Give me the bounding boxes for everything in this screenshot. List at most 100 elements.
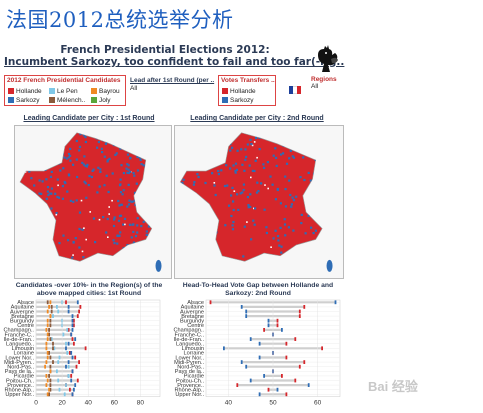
city-dot [132, 223, 135, 226]
city-dot [37, 265, 39, 267]
city-dot [24, 137, 27, 140]
city-dot [84, 164, 87, 167]
city-dot [24, 142, 27, 145]
city-dot [270, 246, 272, 248]
lead-filter[interactable]: Lead after 1st Round (per .. All [130, 77, 215, 92]
city-dot [94, 241, 97, 244]
chart-1st-round-candidates[interactable]: AlsaceAquitaineAuvergneBretagneBurgundyC… [0, 298, 168, 410]
city-dot [77, 264, 79, 266]
city-dot [299, 176, 302, 179]
city-dot [253, 128, 255, 130]
city-dot [320, 265, 322, 267]
legend-label: Le Pen [57, 88, 78, 95]
city-dot [30, 251, 33, 255]
city-dot [125, 269, 127, 271]
mark-lepen [58, 387, 61, 392]
city-dot [193, 152, 196, 155]
city-dot [200, 215, 202, 217]
city-dot [45, 233, 48, 236]
city-dot [321, 206, 323, 209]
legend-item-joly[interactable]: Joly [91, 97, 111, 104]
city-dot [288, 179, 291, 182]
city-dot [16, 220, 18, 222]
city-dot [232, 164, 235, 167]
city-dot [243, 169, 246, 172]
category-label: Auvergne [10, 309, 34, 315]
map-2nd-round[interactable] [174, 125, 344, 279]
mark-hollande [303, 305, 306, 309]
legend-item-melenchon[interactable]: Mélench.. [49, 97, 85, 104]
city-dot [65, 157, 69, 160]
city-dot [33, 127, 35, 129]
mark-hollande [70, 374, 73, 378]
category-label: Centre [187, 323, 204, 329]
city-dot [242, 255, 245, 258]
city-dot [166, 147, 168, 149]
city-dot [165, 253, 167, 255]
city-dot [119, 256, 122, 259]
city-dot [290, 203, 293, 206]
france-map-1st-round[interactable] [15, 126, 171, 278]
city-dot [126, 153, 130, 156]
city-dot [92, 126, 94, 128]
votes-legend-sarkozy[interactable]: Sarkozy [222, 97, 253, 104]
city-dot [37, 219, 41, 222]
city-dot [125, 268, 127, 270]
city-dot [165, 185, 167, 187]
map-1st-round[interactable] [14, 125, 172, 279]
city-dot [339, 216, 341, 218]
city-dot [118, 214, 122, 218]
mark-hollande [298, 364, 301, 369]
city-dot [30, 177, 33, 180]
swatch-sarkozy [8, 97, 14, 103]
legend-item-lepen[interactable]: Le Pen [49, 88, 78, 95]
france-map-2nd-round[interactable] [175, 126, 343, 278]
city-dot [124, 138, 127, 141]
city-dot [231, 224, 234, 227]
city-dot [133, 174, 136, 177]
city-dot [159, 231, 161, 233]
mark-bayrou [46, 337, 49, 341]
legend-label: Bayrou [99, 88, 120, 95]
city-dot [131, 200, 134, 203]
legend-item-hollande[interactable]: Hollande [8, 88, 42, 95]
city-dot [50, 268, 52, 270]
city-dot [329, 215, 331, 217]
lead-filter-value[interactable]: All [130, 85, 138, 92]
city-dot [339, 148, 341, 150]
category-label: Alsace [187, 300, 204, 306]
city-dot [237, 208, 240, 211]
map1-title: Leading Candidate per City : 1st Round [23, 115, 155, 122]
city-dot [183, 236, 186, 239]
city-dot [29, 155, 32, 158]
city-dot [300, 213, 303, 216]
city-dot [103, 184, 106, 187]
city-dot [199, 213, 202, 216]
city-dot [183, 209, 186, 212]
chart-head-to-head[interactable]: AlsaceAquitaineAuvergneBretagneBurgundyC… [170, 298, 346, 410]
city-dot [332, 270, 334, 272]
city-dot [90, 175, 93, 179]
votes-legend-hollande[interactable]: Hollande [222, 88, 256, 95]
city-dot [258, 148, 261, 151]
mark-sarkozy [71, 355, 74, 360]
city-dot [48, 132, 51, 136]
city-dot [164, 191, 166, 193]
mark-hollande [69, 351, 71, 355]
regions-filter[interactable]: Regions All [311, 76, 337, 90]
city-dot [341, 237, 343, 239]
city-dot [46, 186, 50, 189]
city-dot [163, 193, 165, 195]
city-dot [328, 199, 330, 201]
city-dot [99, 129, 101, 131]
city-dot [177, 175, 179, 177]
city-dot [223, 184, 227, 188]
city-dot [47, 132, 50, 134]
city-dot [192, 254, 195, 258]
city-dot [267, 259, 270, 262]
city-dot [26, 136, 29, 139]
regions-value[interactable]: All [311, 83, 319, 90]
legend-item-bayrou[interactable]: Bayrou [91, 88, 120, 95]
legend-item-sarkozy[interactable]: Sarkozy [8, 97, 39, 104]
city-dot [191, 199, 195, 202]
